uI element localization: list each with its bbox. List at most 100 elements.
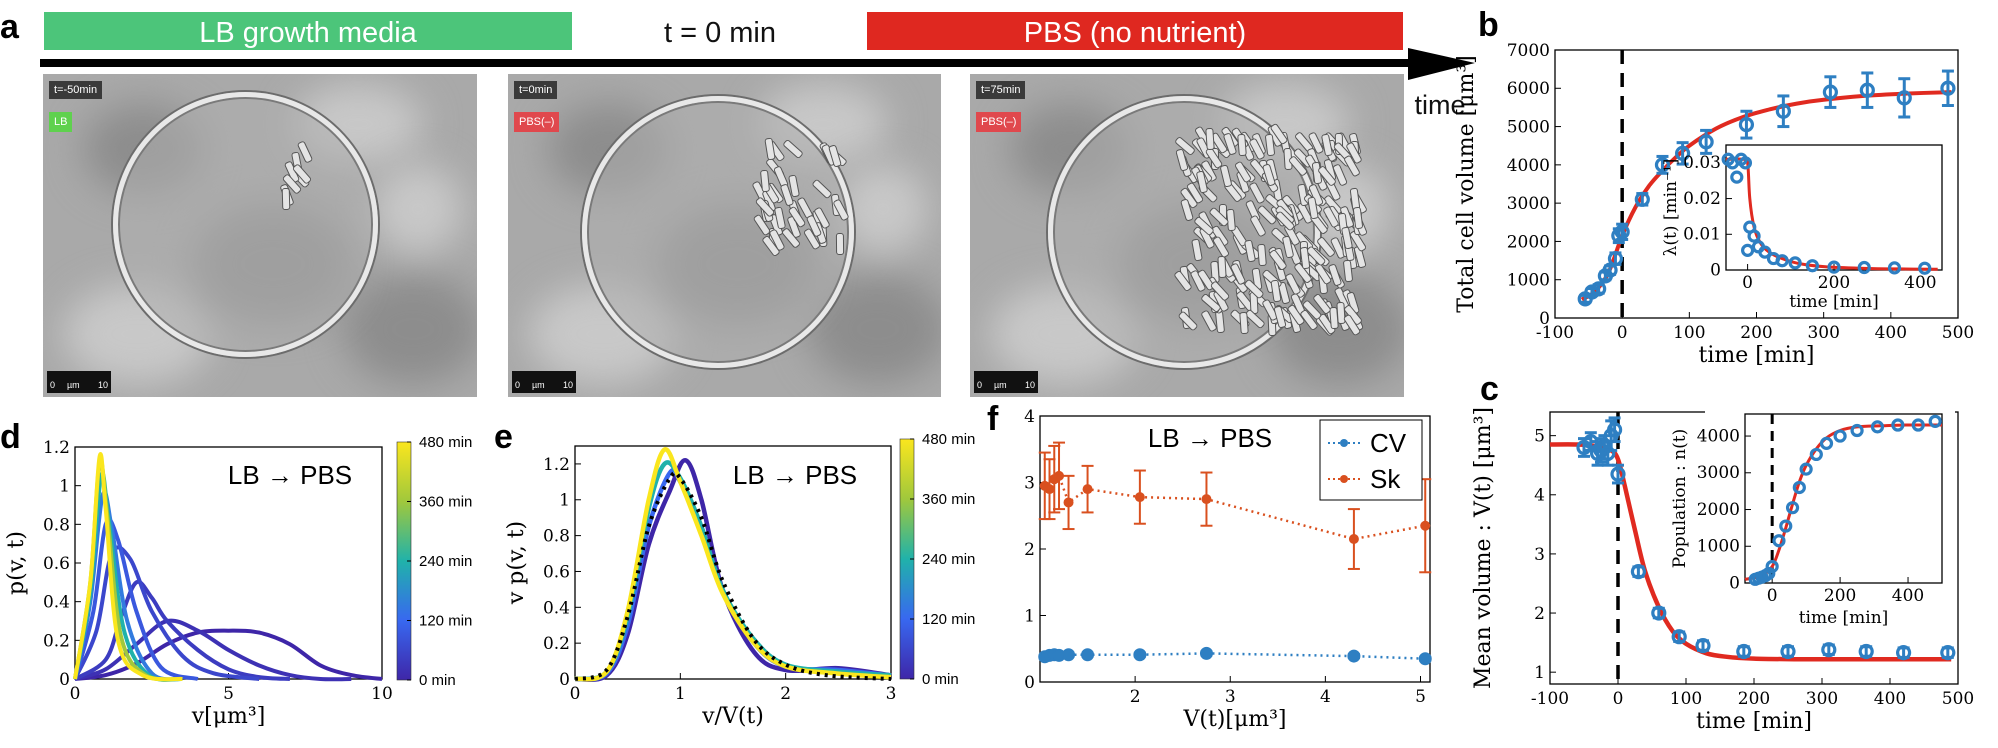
bacterium bbox=[811, 178, 833, 200]
x-axis-label: time [min] bbox=[1789, 292, 1879, 312]
inset-data-point bbox=[1747, 229, 1761, 243]
pbs-banner-label: PBS (no nutrient) bbox=[1024, 17, 1246, 49]
timeline-arrow-shaft bbox=[40, 59, 1420, 67]
frame-medium-label: LB bbox=[49, 112, 73, 132]
panel-letter-f: f bbox=[987, 400, 999, 438]
scale-bar-unit: µm bbox=[532, 380, 545, 390]
panel-letter-b: b bbox=[1478, 6, 1499, 44]
inset-data-point bbox=[1792, 480, 1806, 495]
frame-time-label: t=-50min bbox=[49, 81, 103, 99]
y-axis-label: p(v, t) bbox=[4, 531, 29, 595]
chart-e: e 0 1 2 3 0 0.2 0.4 0.6 0.8 1 1.2 v/V(t) v p(v, t) LB … bbox=[494, 418, 975, 729]
x-tick-label: 400 bbox=[1875, 323, 1907, 343]
data-point bbox=[1199, 646, 1213, 660]
bacterium bbox=[281, 187, 290, 210]
x-tick-label: 2 bbox=[1130, 687, 1141, 707]
data-point bbox=[1420, 520, 1431, 531]
y-tick-label: 0.4 bbox=[43, 593, 70, 613]
y-tick-label: 3000 bbox=[1697, 463, 1740, 483]
y-tick-label: 0 bbox=[1539, 309, 1550, 329]
y-tick-label: 4 bbox=[1024, 407, 1035, 427]
data-point bbox=[1418, 652, 1432, 666]
x-tick-label: 400 bbox=[1892, 586, 1924, 606]
x-tick-label: 200 bbox=[1818, 273, 1850, 293]
x-tick-label: 200 bbox=[1740, 323, 1772, 343]
y-tick-label: 1.2 bbox=[543, 455, 570, 475]
scale-bar-ten: 10 bbox=[562, 380, 573, 390]
distribution-curve bbox=[73, 452, 183, 682]
x-tick-label: 10 bbox=[371, 684, 393, 704]
x-axis-label: time [min] bbox=[1799, 608, 1889, 628]
data-point bbox=[1630, 564, 1647, 580]
y-tick-label: 0 bbox=[1024, 673, 1035, 693]
scale-bar-zero: 0 bbox=[977, 380, 983, 390]
x-axis-label: V(t)[μm³] bbox=[1182, 707, 1286, 732]
inset-background bbox=[1726, 140, 1948, 275]
chart-f: f 2 3 4 5 0 1 2 3 4 V(t)[μm³] LB → PBS CV Sk bbox=[987, 400, 1432, 732]
y-tick-label: 0.4 bbox=[543, 598, 570, 618]
inset-data-point bbox=[1891, 418, 1905, 432]
y-tick-label: 1000 bbox=[1697, 537, 1740, 557]
scale-bar-zero: 0 bbox=[515, 380, 521, 390]
colorbar-label: 0 min bbox=[922, 671, 959, 688]
distribution-curve bbox=[73, 545, 260, 681]
legend-label: CV bbox=[1370, 428, 1407, 458]
colorbar-label: 120 min bbox=[922, 611, 975, 628]
bacterium bbox=[1191, 237, 1203, 262]
data-point bbox=[1134, 492, 1145, 503]
distribution-curve bbox=[73, 517, 199, 681]
bacteria-colony bbox=[273, 140, 323, 210]
colorbar-label: 480 min bbox=[419, 434, 472, 451]
y-tick-label: 0.02 bbox=[1683, 189, 1721, 209]
panel-letter-d: d bbox=[0, 418, 21, 456]
x-tick-label: 4 bbox=[1320, 687, 1331, 707]
legend-marker bbox=[1340, 475, 1348, 483]
y-tick-label: 0 bbox=[559, 670, 570, 690]
y-tick-label: 3 bbox=[1024, 473, 1035, 493]
y-tick-label: 1000 bbox=[1507, 271, 1550, 291]
inset-data-point bbox=[1799, 462, 1813, 476]
y-tick-label: 5 bbox=[1534, 427, 1545, 447]
y-tick-label: 1.2 bbox=[43, 438, 70, 458]
x-axis-label: v/V(t) bbox=[701, 704, 764, 729]
x-tick-label: 0 bbox=[570, 684, 581, 704]
y-tick-label: 4000 bbox=[1507, 156, 1550, 176]
y-tick-label: 0.03 bbox=[1683, 153, 1721, 173]
scale-bar-unit: µm bbox=[67, 380, 80, 390]
y-tick-label: 0.6 bbox=[43, 554, 70, 574]
t0-label: t = 0 min bbox=[664, 17, 776, 49]
y-axis-label: v p(v, t) bbox=[504, 521, 529, 605]
lb-banner bbox=[44, 12, 572, 50]
x-tick-label: 300 bbox=[1807, 323, 1839, 343]
bacterium bbox=[1239, 311, 1249, 335]
inset-data-point bbox=[1738, 156, 1753, 170]
data-point bbox=[1736, 643, 1752, 660]
x-axis-label: v[μm³] bbox=[191, 704, 266, 729]
x-tick-label: 3 bbox=[886, 684, 897, 704]
inset-data-point bbox=[1809, 447, 1823, 462]
inset-data-point bbox=[1785, 501, 1800, 515]
y-tick-label: 2000 bbox=[1507, 232, 1550, 252]
y-tick-label: 5000 bbox=[1507, 118, 1550, 138]
scaled-distribution-curve bbox=[574, 467, 892, 682]
data-point bbox=[1063, 497, 1074, 508]
inset-data-point bbox=[1833, 429, 1847, 443]
legend-marker bbox=[1340, 439, 1348, 447]
scale-bar: 0 µm 10 bbox=[47, 371, 111, 393]
x-tick-label: 500 bbox=[1942, 689, 1974, 709]
scale-bar-ten: 10 bbox=[97, 380, 108, 390]
inset-data-point bbox=[1870, 420, 1885, 434]
inset-data-point bbox=[1758, 245, 1772, 259]
scale-bar-zero: 0 bbox=[50, 380, 56, 390]
data-point bbox=[1347, 649, 1361, 663]
data-point bbox=[1940, 80, 1956, 96]
frame-time-label: t=0min bbox=[514, 81, 558, 99]
data-point bbox=[1606, 422, 1623, 438]
y-tick-label: 0 bbox=[59, 670, 70, 690]
data-point bbox=[1859, 82, 1875, 98]
frame-medium-label: PBS(–) bbox=[514, 112, 560, 132]
inset-data-point bbox=[1827, 260, 1841, 274]
bacterium bbox=[836, 233, 845, 256]
colorbar-label: 360 min bbox=[419, 494, 472, 511]
